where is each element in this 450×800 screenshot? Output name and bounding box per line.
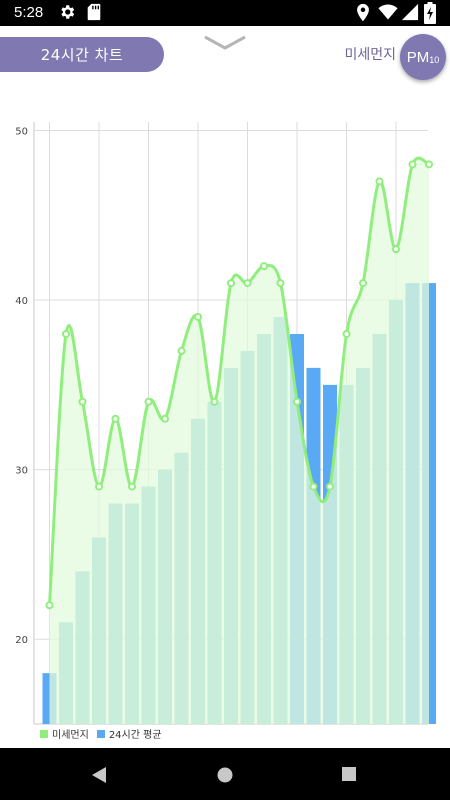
- status-time: 5:28: [14, 4, 44, 21]
- y-tick-label: 40: [15, 296, 28, 307]
- data-point: [95, 482, 103, 491]
- data-point: [243, 279, 252, 288]
- pm10-24h-chart: 2030405019시22시01시04시07시10시13시16시: [15, 122, 436, 725]
- data-point: [62, 329, 70, 338]
- legend-label-pm: 미세먼지: [52, 730, 89, 741]
- pollutant-selector-button[interactable]: PM 10: [400, 34, 446, 80]
- recents-icon[interactable]: [341, 766, 357, 782]
- pollutant-label: 미세먼지: [344, 47, 396, 63]
- data-point: [309, 482, 318, 491]
- data-point: [210, 397, 219, 406]
- y-tick-label: 30: [15, 466, 28, 477]
- legend-swatch-pm: [40, 729, 48, 738]
- legend-item: 미세먼지: [40, 726, 89, 741]
- chart-legend: 미세먼지 24시간 평균: [40, 726, 170, 741]
- legend-label-avg: 24시간 평균: [108, 730, 162, 741]
- data-point: [392, 245, 400, 254]
- data-point: [375, 177, 384, 186]
- data-point: [326, 482, 334, 491]
- y-tick-label: 20: [15, 635, 28, 646]
- data-point: [227, 279, 235, 288]
- signal-icon: [401, 3, 419, 21]
- data-point: [260, 262, 268, 271]
- data-point: [276, 279, 285, 288]
- chevron-down-icon[interactable]: [202, 34, 248, 54]
- location-icon: [357, 3, 369, 22]
- home-icon[interactable]: [216, 766, 234, 784]
- back-icon[interactable]: [90, 766, 108, 784]
- navigation-bar: [0, 748, 450, 800]
- data-point: [161, 414, 169, 423]
- settings-icon: [61, 5, 75, 19]
- data-point: [194, 313, 202, 322]
- data-point: [425, 160, 433, 169]
- data-point: [128, 482, 136, 491]
- wifi-icon: [378, 4, 398, 20]
- data-point: [177, 346, 186, 355]
- battery-charging-icon: [424, 2, 436, 24]
- data-point: [408, 160, 417, 169]
- badge-main: PM: [406, 48, 430, 66]
- status-bar: 5:28: [0, 0, 450, 26]
- data-point: [144, 397, 153, 406]
- data-point: [342, 329, 351, 338]
- sd-card-icon: [87, 3, 101, 21]
- legend-swatch-avg: [96, 729, 105, 738]
- chart-title-button[interactable]: 24시간 차트: [0, 37, 164, 72]
- area-fill: [49, 158, 429, 725]
- data-point: [293, 397, 301, 406]
- data-point: [45, 601, 54, 610]
- badge-sub: 10: [429, 55, 440, 65]
- data-point: [111, 414, 120, 423]
- legend-item: 24시간 평균: [96, 726, 162, 741]
- data-point: [359, 279, 367, 288]
- y-tick-label: 50: [15, 126, 28, 137]
- data-point: [78, 397, 87, 406]
